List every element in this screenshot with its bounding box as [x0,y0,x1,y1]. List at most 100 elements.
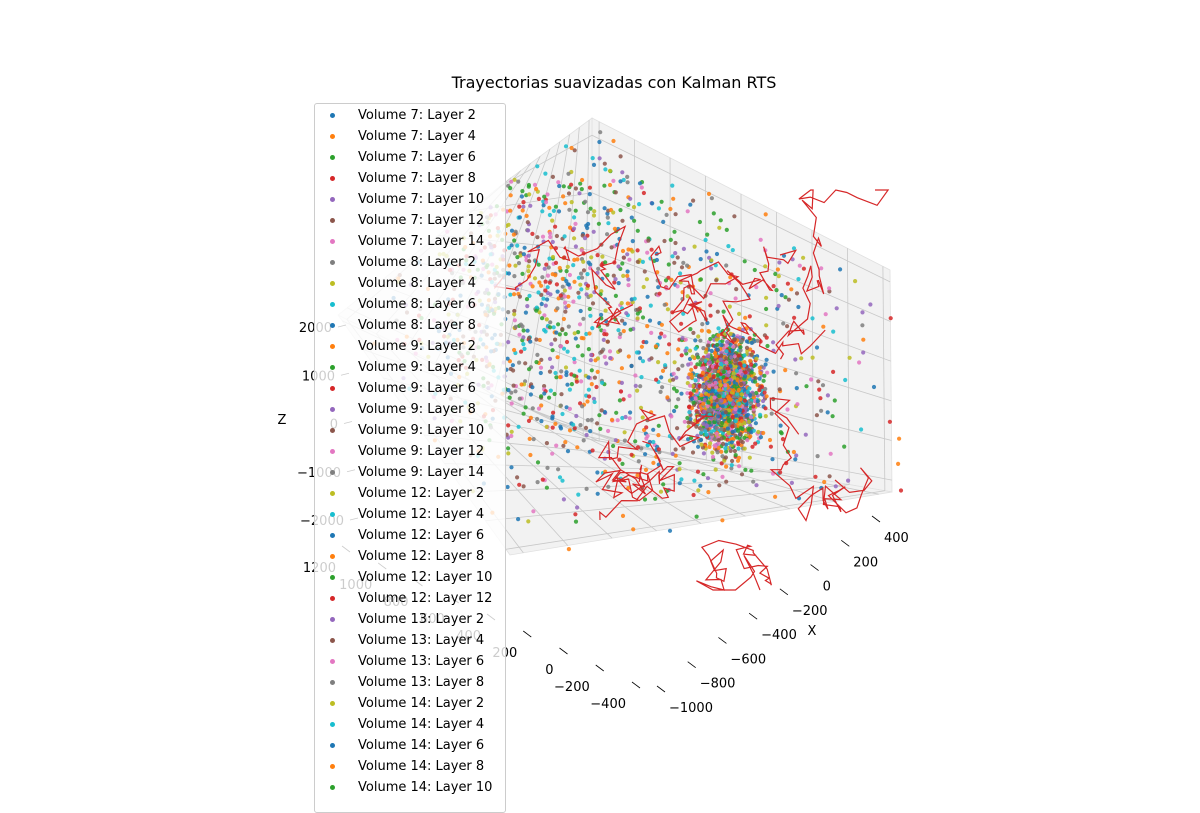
scatter-point [645,324,649,328]
scatter-point [582,268,586,272]
scatter-point [588,186,592,190]
scatter-point [573,331,577,335]
scatter-point [780,293,784,297]
scatter-point [641,315,645,319]
scatter-point [565,269,569,273]
scatter-point [619,154,623,158]
scatter-point [606,429,610,433]
scatter-point [644,425,648,429]
scatter-point [632,205,636,209]
scatter-point-core [723,383,727,387]
scatter-point [509,434,513,438]
scatter-point [591,156,595,160]
scatter-point [527,336,531,340]
scatter-point [593,400,597,404]
scatter-point [517,361,521,365]
scatter-point [519,323,523,327]
scatter-point [558,375,562,379]
scatter-point [764,212,768,216]
scatter-point [691,199,695,203]
scatter-point [596,492,600,496]
scatter-point [600,350,604,354]
scatter-point [661,482,665,486]
scatter-point [574,209,578,213]
scatter-point [704,238,708,242]
scatter-point [577,191,581,195]
legend-marker [330,449,335,454]
scatter-point [653,497,657,501]
scatter-point [661,369,665,373]
scatter-point [532,437,536,441]
scatter-point-core [693,338,697,342]
scatter-point [617,281,621,285]
scatter-point [672,409,676,413]
legend-marker [330,344,335,349]
scatter-point [777,274,781,278]
legend-item: Volume 9: Layer 12 [315,441,505,462]
legend-item: Volume 12: Layer 10 [315,567,505,588]
legend-label: Volume 12: Layer 10 [358,567,492,588]
scatter-point [676,284,680,288]
scatter-point [567,304,571,308]
scatter-point [543,172,547,176]
scatter-point [578,182,582,186]
scatter-point [533,183,537,187]
scatter-point-core [726,427,730,431]
scatter-point [662,239,666,243]
scatter-point [610,245,614,249]
scatter-point [636,308,640,312]
scatter-point [659,332,663,336]
scatter-point [572,236,576,240]
legend-label: Volume 13: Layer 8 [358,672,484,693]
scatter-point [676,347,680,351]
scatter-point [557,209,561,213]
scatter-point [672,387,676,391]
scatter-point [600,408,604,412]
scatter-point [676,255,680,259]
scatter-point [575,445,579,449]
scatter-point [540,209,544,213]
scatter-point [621,514,625,518]
scatter-point [583,236,587,240]
scatter-point [792,316,796,320]
scatter-point [512,274,516,278]
scatter-point [522,328,526,332]
scatter-point-core [696,355,700,359]
scatter-point [644,468,648,472]
scatter-point [547,396,551,400]
scatter-point [792,450,796,454]
scatter-point [677,467,681,471]
x-tick-mark [811,565,819,571]
scatter-point [544,304,548,308]
scatter-point [719,218,723,222]
scatter-point-core [713,417,717,421]
scatter-point [590,418,594,422]
scatter-point [768,438,772,442]
scatter-point [527,419,531,423]
scatter-point [659,390,663,394]
scatter-point [819,409,823,413]
scatter-point [509,193,513,197]
scatter-point [628,197,632,201]
scatter-point [771,340,775,344]
scatter-point [576,493,580,497]
scatter-point [663,363,667,367]
scatter-point [626,269,630,273]
scatter-point [678,481,682,485]
legend-marker [330,281,335,286]
scatter-point [829,452,833,456]
scatter-point [560,327,564,331]
scatter-point [714,278,718,282]
scatter-point-core [708,408,712,412]
scatter-point [574,244,578,248]
scatter-point [822,480,826,484]
scatter-point [842,445,846,449]
scatter-point-core [719,398,723,402]
scatter-point-core [689,391,693,395]
scatter-point [668,207,672,211]
scatter-point [770,412,774,416]
scatter-point [743,259,747,263]
scatter-point [563,440,567,444]
scatter-point [765,358,769,362]
scatter-point [543,267,547,271]
